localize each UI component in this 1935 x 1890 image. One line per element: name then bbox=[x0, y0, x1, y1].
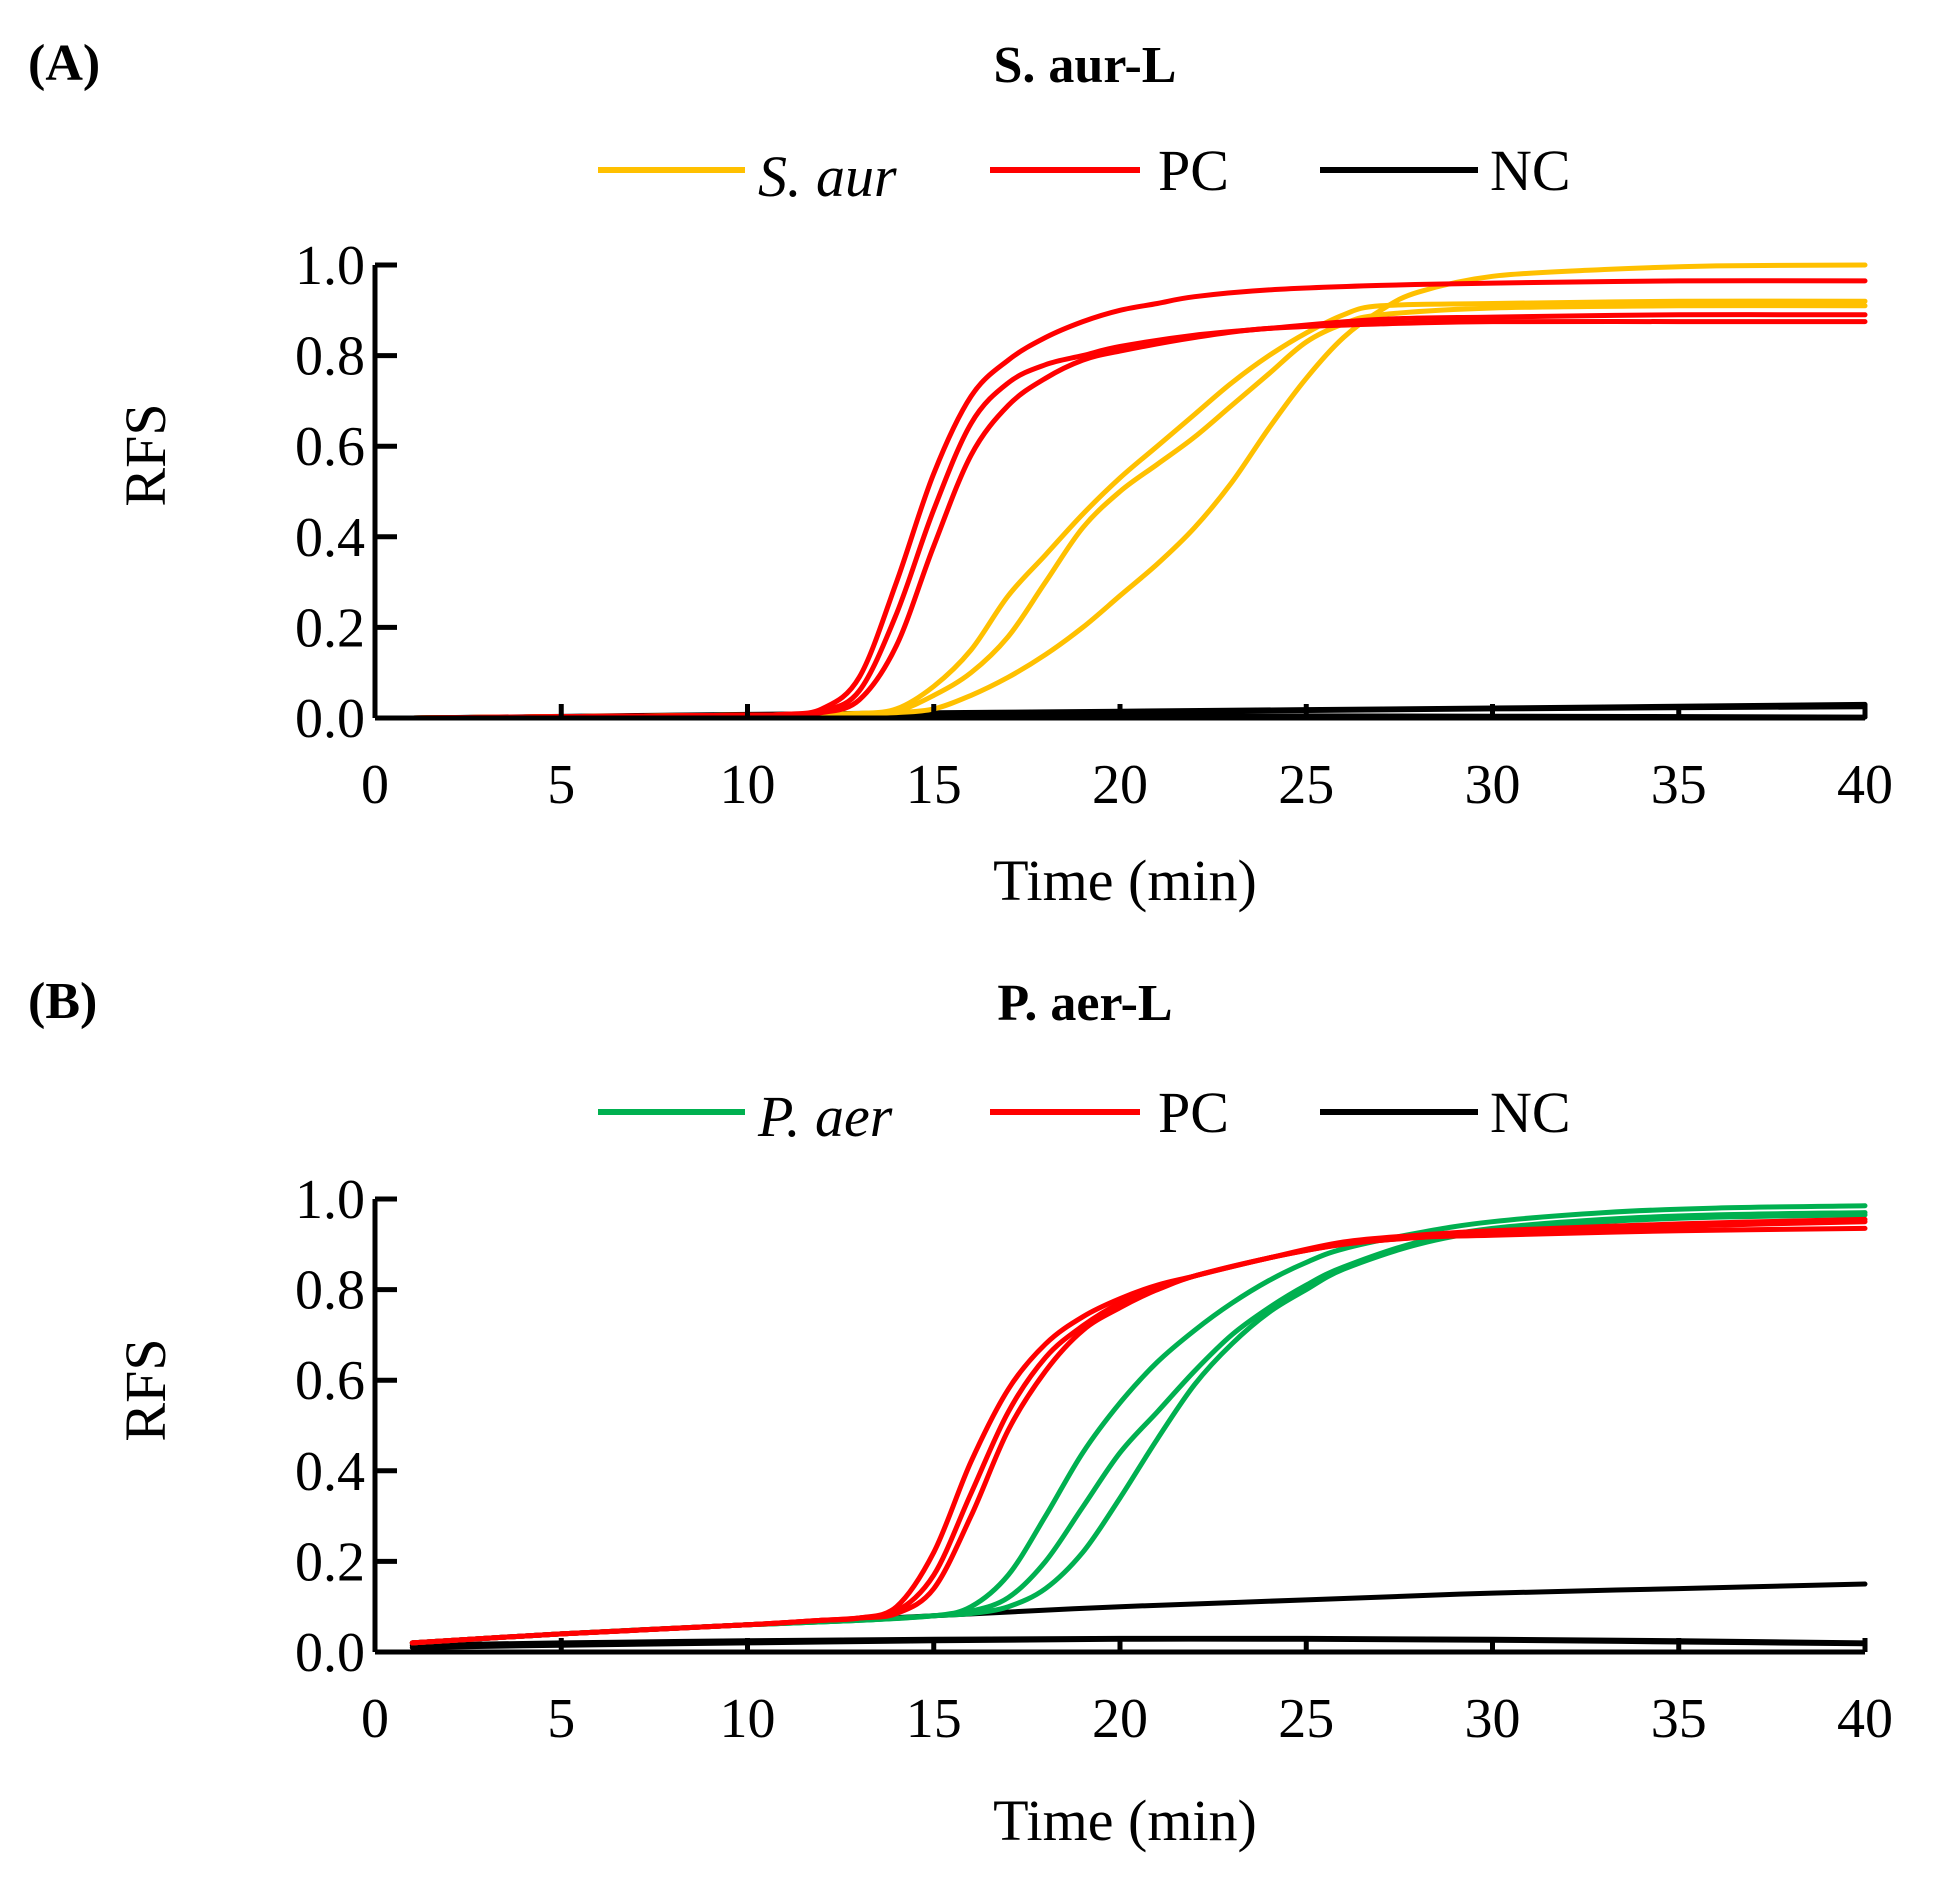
plot-area bbox=[409, 262, 1868, 721]
x-tick-label: 0 bbox=[361, 754, 389, 816]
x-tick-label: 35 bbox=[1651, 754, 1707, 816]
tick-labels: 0.0 0.2 0.4 0.6 0.8 1.0 0 5 10 15 20 25 30 35 40 bbox=[295, 235, 1893, 816]
y-tick-label: 0.0 bbox=[295, 1622, 365, 1684]
legend-label-pc: PC bbox=[1158, 138, 1229, 203]
x-tick-label: 10 bbox=[720, 1688, 776, 1750]
series-line-p-aer-1 bbox=[409, 1203, 1868, 1646]
panel-label: (A) bbox=[28, 35, 100, 92]
x-tick-label: 25 bbox=[1278, 754, 1334, 816]
x-tick-label: 40 bbox=[1837, 1688, 1893, 1750]
y-tick-label: 0.6 bbox=[295, 416, 365, 478]
series-line-pc-3 bbox=[409, 318, 1868, 721]
y-tick-label: 0.4 bbox=[295, 507, 365, 569]
legend-label-nc: NC bbox=[1490, 138, 1571, 203]
x-axis-label: Time (min) bbox=[993, 1788, 1257, 1853]
series-line-pc-1 bbox=[409, 1225, 1868, 1646]
y-tick-label: 0.4 bbox=[295, 1441, 365, 1503]
y-tick-label: 0.6 bbox=[295, 1350, 365, 1412]
series-line-pc-2 bbox=[409, 312, 1868, 721]
legend: S. aur PC NC bbox=[598, 138, 1571, 209]
y-axis-label: RFS bbox=[113, 403, 178, 506]
panel-a: (A) S. aur-L S. aur PC NC RFS Time (min)… bbox=[28, 35, 1893, 913]
x-tick-label: 30 bbox=[1465, 1688, 1521, 1750]
legend-label-pc: PC bbox=[1158, 1080, 1229, 1145]
x-tick-label: 40 bbox=[1837, 754, 1893, 816]
y-axis-label: RFS bbox=[113, 1338, 178, 1441]
panel-label: (B) bbox=[28, 973, 97, 1030]
series-line-pc-3 bbox=[409, 1216, 1868, 1646]
legend-label-nc: NC bbox=[1490, 1080, 1571, 1145]
y-tick-label: 0.2 bbox=[295, 1531, 365, 1593]
x-tick-label: 15 bbox=[906, 1688, 962, 1750]
legend-label-p-aer: P. aer bbox=[757, 1084, 893, 1149]
y-tick-label: 0.2 bbox=[295, 597, 365, 659]
x-tick-label: 15 bbox=[906, 754, 962, 816]
series-line-s-aur-2 bbox=[409, 303, 1868, 721]
x-tick-label: 10 bbox=[720, 754, 776, 816]
chart-title: P. aer-L bbox=[997, 975, 1172, 1032]
series-line-p-aer-2 bbox=[409, 1210, 1868, 1646]
x-tick-label: 0 bbox=[361, 1688, 389, 1750]
x-tick-label: 5 bbox=[547, 754, 575, 816]
x-tick-label: 20 bbox=[1092, 1688, 1148, 1750]
legend: P. aer PC NC bbox=[598, 1080, 1571, 1149]
x-axis-label: Time (min) bbox=[993, 848, 1257, 913]
axes bbox=[372, 1196, 1868, 1655]
series-line-nc-1 bbox=[409, 1581, 1868, 1646]
series-line-s-aur-3 bbox=[409, 262, 1868, 721]
chart-title: S. aur-L bbox=[994, 37, 1177, 94]
plot-area bbox=[409, 1203, 1868, 1650]
y-tick-label: 1.0 bbox=[295, 1169, 365, 1231]
x-tick-label: 5 bbox=[547, 1688, 575, 1750]
y-tick-label: 0.0 bbox=[295, 688, 365, 750]
legend-label-s-aur: S. aur bbox=[758, 144, 897, 209]
panel-b: (B) P. aer-L P. aer PC NC RFS Time (min)… bbox=[28, 973, 1893, 1853]
series-line-s-aur-1 bbox=[409, 298, 1868, 721]
x-tick-label: 20 bbox=[1092, 754, 1148, 816]
y-tick-label: 0.8 bbox=[295, 1260, 365, 1322]
tick-labels: 0.0 0.2 0.4 0.6 0.8 1.0 0 5 10 15 20 25 30 35 40 bbox=[295, 1169, 1893, 1750]
x-tick-label: 30 bbox=[1465, 754, 1521, 816]
y-tick-label: 0.8 bbox=[295, 326, 365, 388]
x-tick-label: 35 bbox=[1651, 1688, 1707, 1750]
y-tick-label: 1.0 bbox=[295, 235, 365, 297]
axes bbox=[372, 262, 1868, 721]
x-tick-label: 25 bbox=[1278, 1688, 1334, 1750]
